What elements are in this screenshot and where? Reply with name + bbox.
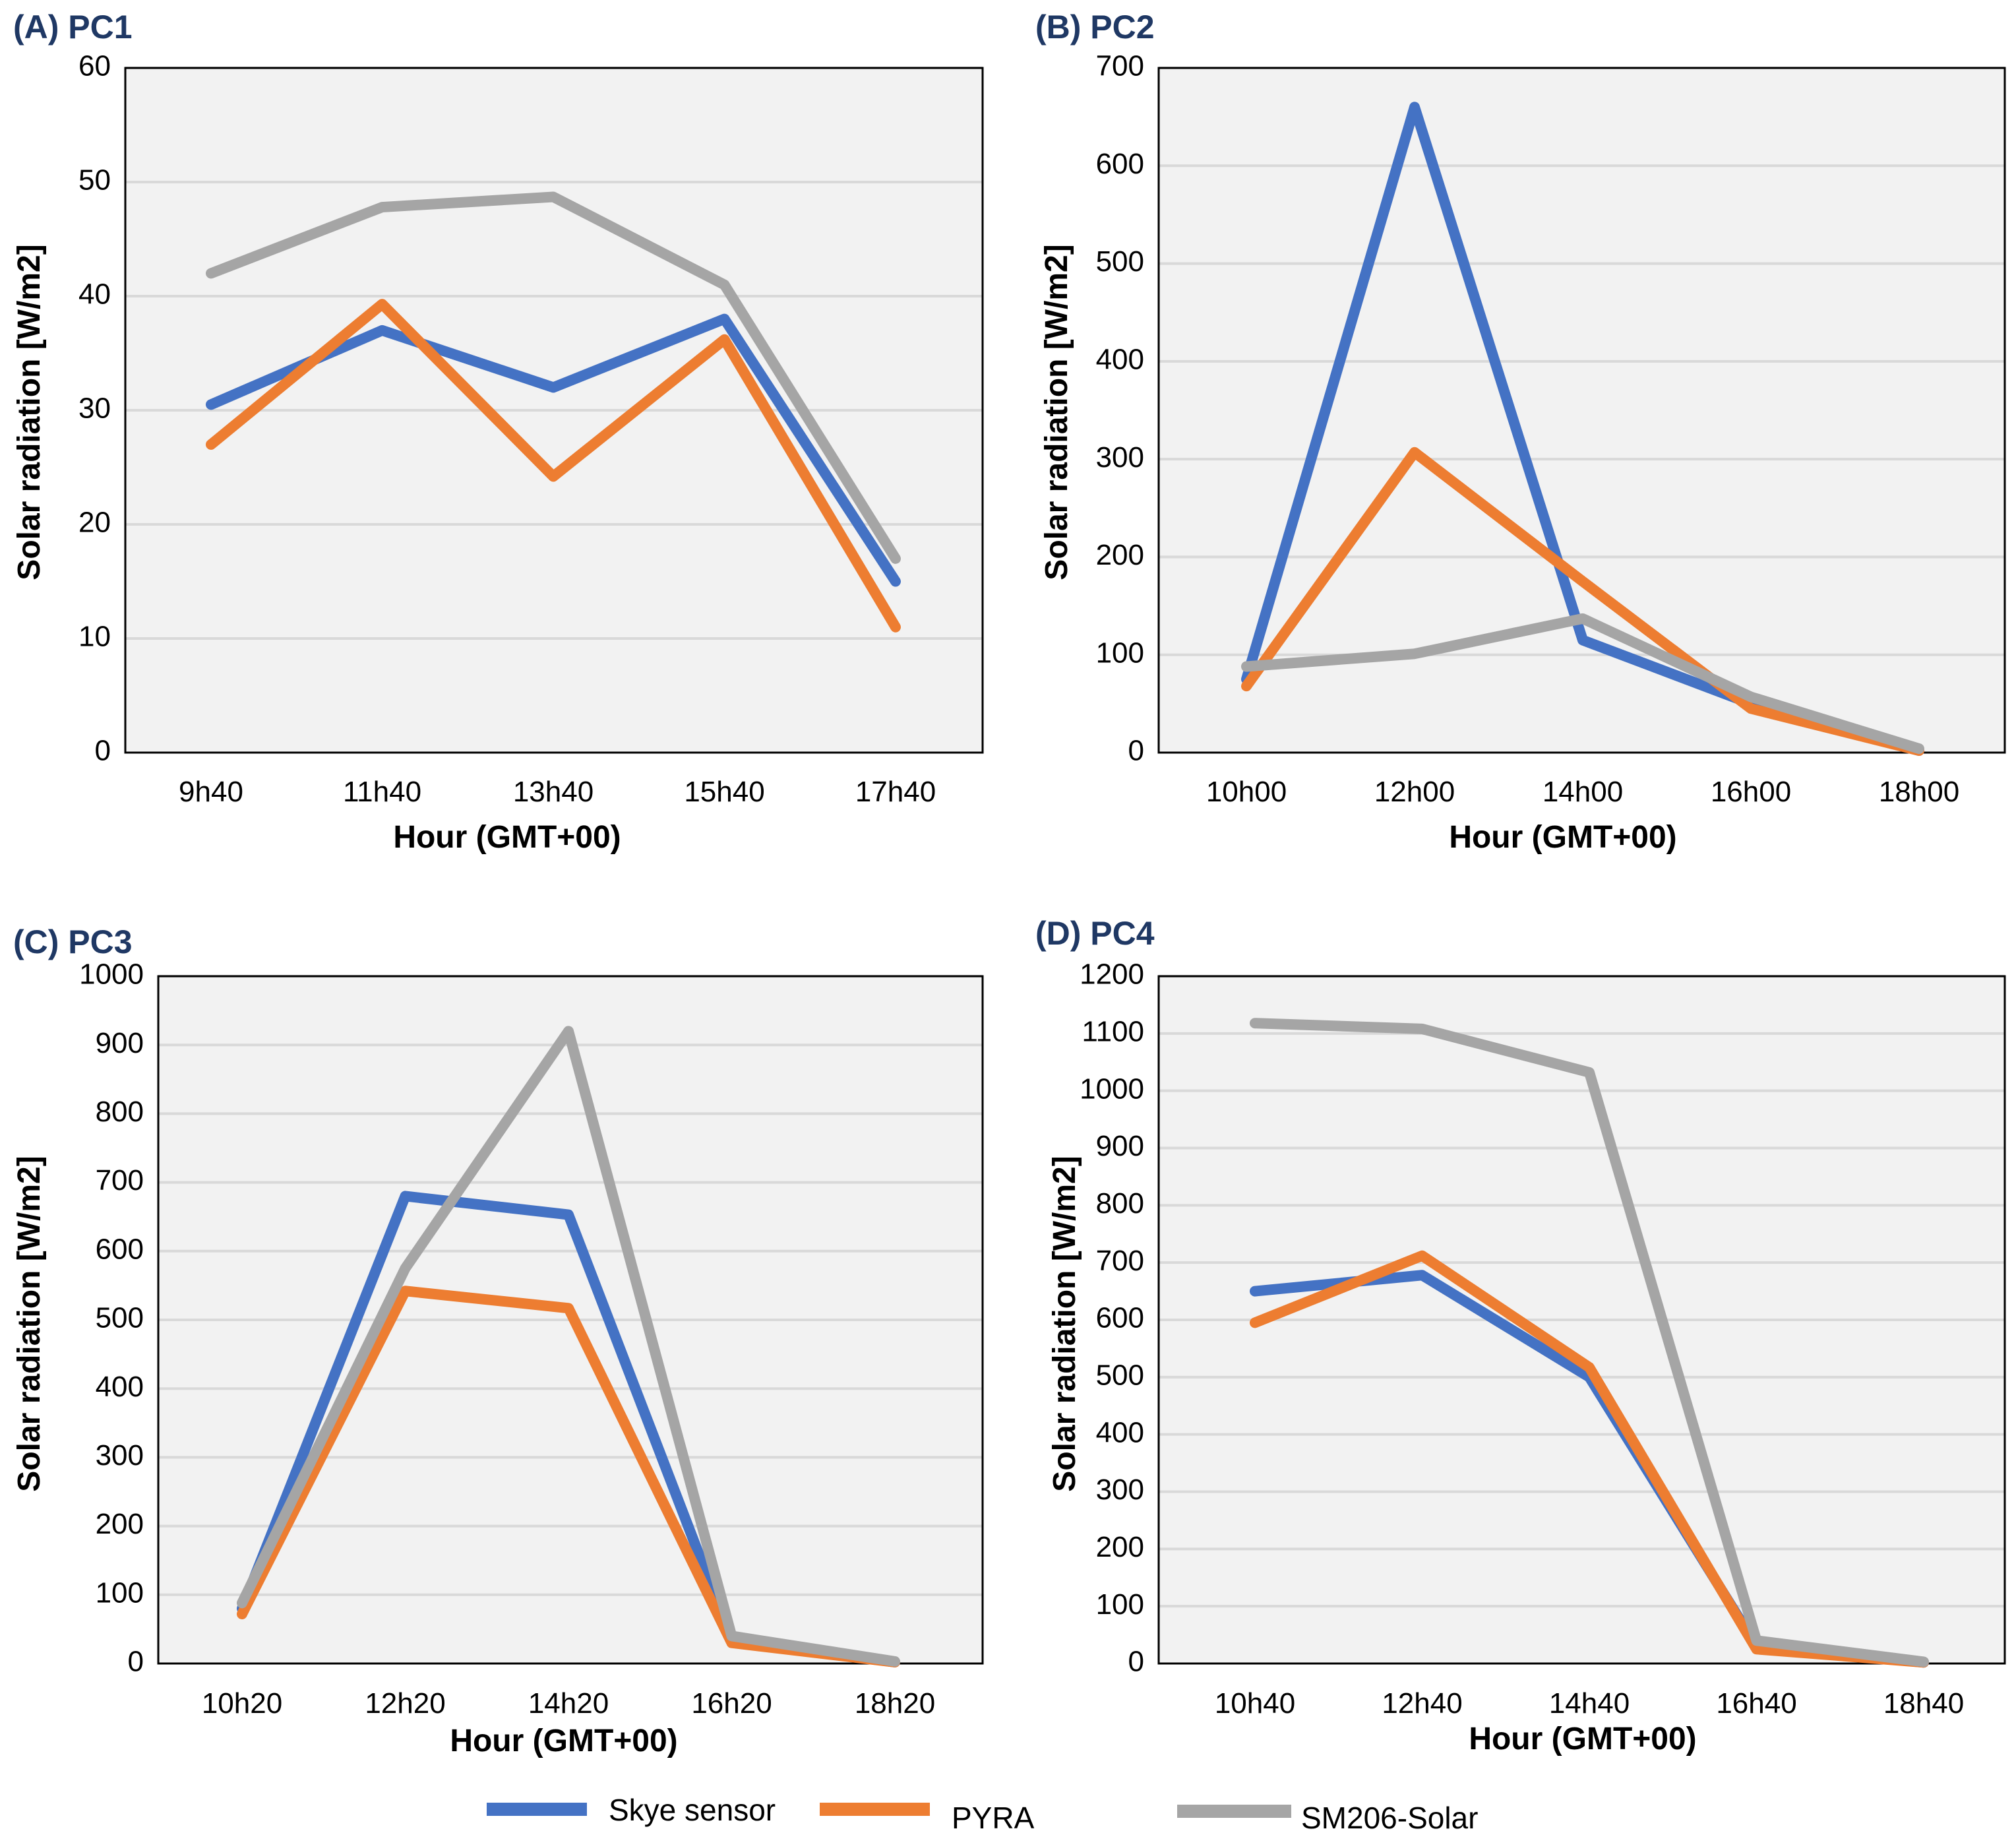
y-tick-label: 300 [1096, 441, 1144, 474]
x-tick-label: 12h00 [1374, 776, 1455, 808]
legend-label-sm206-solar: SM206-Solar [1301, 1801, 1478, 1835]
panel-pc3: (C) PC3 Solar radiation [W/m2] Hour (GMT… [12, 923, 984, 1758]
y-tick-label: 200 [96, 1508, 144, 1540]
x-tick-label: 10h00 [1206, 776, 1287, 808]
y-tick-label: 100 [1096, 637, 1144, 669]
y-tick-label: 20 [78, 507, 111, 539]
plot-frame [1157, 975, 2006, 1665]
x-axis-title: Hour (GMT+00) [450, 1724, 677, 1758]
series-line-sm206-solar [206, 191, 901, 564]
x-tick-label: 17h40 [855, 776, 936, 808]
y-tick-label: 400 [96, 1371, 144, 1403]
x-tick-label: 13h40 [513, 776, 594, 808]
y-tick-label: 700 [96, 1164, 144, 1197]
y-tick-label: 40 [78, 278, 111, 311]
x-axis-title: Hour (GMT+00) [1449, 820, 1676, 855]
plot-frame [124, 67, 984, 754]
y-tick-label: 900 [96, 1027, 144, 1059]
y-axis-title: Solar radiation [W/m2] [12, 244, 47, 580]
x-tick-label: 12h40 [1382, 1687, 1462, 1720]
y-tick-label: 10 [78, 621, 111, 653]
y-tick-label: 1000 [79, 958, 144, 991]
panel-title: (D) PC4 [1035, 915, 1155, 952]
y-tick-label: 300 [1096, 1474, 1144, 1506]
x-axis-title: Hour (GMT+00) [393, 820, 621, 855]
x-tick-label: 9h40 [179, 776, 243, 808]
y-tick-label: 50 [78, 164, 111, 197]
y-tick-label: 200 [1096, 1531, 1144, 1563]
panel-title: (A) PC1 [13, 9, 133, 46]
panel-pc1: (A) PC1 Solar radiation [W/m2] Hour (GMT… [12, 9, 984, 855]
y-tick-label: 600 [1096, 1302, 1144, 1334]
y-tick-label: 800 [1096, 1187, 1144, 1220]
series-line-sm206-solar [1250, 1018, 1929, 1667]
y-axis-title: Solar radiation [W/m2] [1039, 244, 1074, 580]
x-tick-label: 16h40 [1716, 1687, 1796, 1720]
series-line-pyra [1250, 1250, 1929, 1668]
plot-frame [1157, 67, 2006, 754]
x-tick-label: 18h40 [1883, 1687, 1964, 1720]
y-tick-label: 0 [95, 735, 111, 767]
y-tick-label: 400 [1096, 1416, 1144, 1448]
x-tick-label: 16h20 [691, 1687, 772, 1720]
y-tick-label: 100 [96, 1576, 144, 1609]
panel-title: (B) PC2 [1035, 9, 1155, 46]
series-line-pyra [1241, 447, 1924, 757]
y-tick-label: 700 [1096, 50, 1144, 82]
x-tick-label: 12h20 [365, 1687, 445, 1720]
y-tick-label: 100 [1096, 1588, 1144, 1621]
y-tick-label: 0 [1128, 735, 1144, 767]
x-tick-label: 10h20 [202, 1687, 282, 1720]
series-line-sm206-solar [237, 1026, 900, 1667]
y-tick-label: 60 [78, 50, 111, 82]
legend-label-skye-sensor: Skye sensor [609, 1793, 776, 1827]
x-tick-label: 16h00 [1711, 776, 1791, 808]
panel-pc2: (B) PC2 Solar radiation [W/m2] Hour (GMT… [1035, 9, 2006, 855]
panel-title: (C) PC3 [13, 923, 133, 960]
y-tick-label: 1000 [1080, 1073, 1144, 1105]
y-tick-label: 300 [96, 1439, 144, 1472]
x-tick-label: 14h00 [1543, 776, 1623, 808]
panel-pc4: (D) PC4 Solar radiation [W/m2] Hour (GMT… [1035, 915, 2006, 1757]
y-tick-label: 500 [1096, 245, 1144, 278]
y-tick-label: 600 [1096, 148, 1144, 180]
y-axis-title: Solar radiation [W/m2] [1047, 1156, 1082, 1491]
y-tick-label: 900 [1096, 1130, 1144, 1162]
y-tick-label: 600 [96, 1233, 144, 1265]
y-tick-label: 800 [96, 1096, 144, 1128]
x-tick-label: 18h20 [855, 1687, 935, 1720]
y-axis-title: Solar radiation [W/m2] [12, 1156, 47, 1491]
x-tick-label: 14h20 [528, 1687, 609, 1720]
y-tick-label: 500 [1096, 1359, 1144, 1391]
x-tick-label: 18h00 [1879, 776, 1959, 808]
series-line-pyra [206, 299, 901, 633]
x-tick-label: 11h40 [343, 776, 421, 808]
x-tick-label: 15h40 [684, 776, 764, 808]
y-tick-label: 500 [96, 1302, 144, 1334]
y-tick-label: 0 [1128, 1646, 1144, 1678]
legend: Skye sensor PYRA SM206-Solar [487, 1793, 1478, 1835]
y-tick-label: 700 [1096, 1245, 1144, 1277]
x-tick-label: 14h40 [1549, 1687, 1630, 1720]
plot-frame [157, 975, 984, 1665]
y-tick-label: 1200 [1080, 958, 1144, 991]
series-line-sm206-solar [1241, 613, 1924, 755]
y-tick-label: 30 [78, 392, 111, 425]
y-tick-label: 400 [1096, 343, 1144, 375]
y-tick-label: 1100 [1082, 1015, 1144, 1047]
x-tick-label: 10h40 [1215, 1687, 1295, 1720]
plot-area [1159, 68, 2005, 753]
y-tick-label: 200 [1096, 539, 1144, 571]
legend-label-pyra: PYRA [952, 1801, 1035, 1835]
x-axis-title: Hour (GMT+00) [1469, 1722, 1696, 1757]
y-tick-label: 0 [128, 1646, 144, 1678]
